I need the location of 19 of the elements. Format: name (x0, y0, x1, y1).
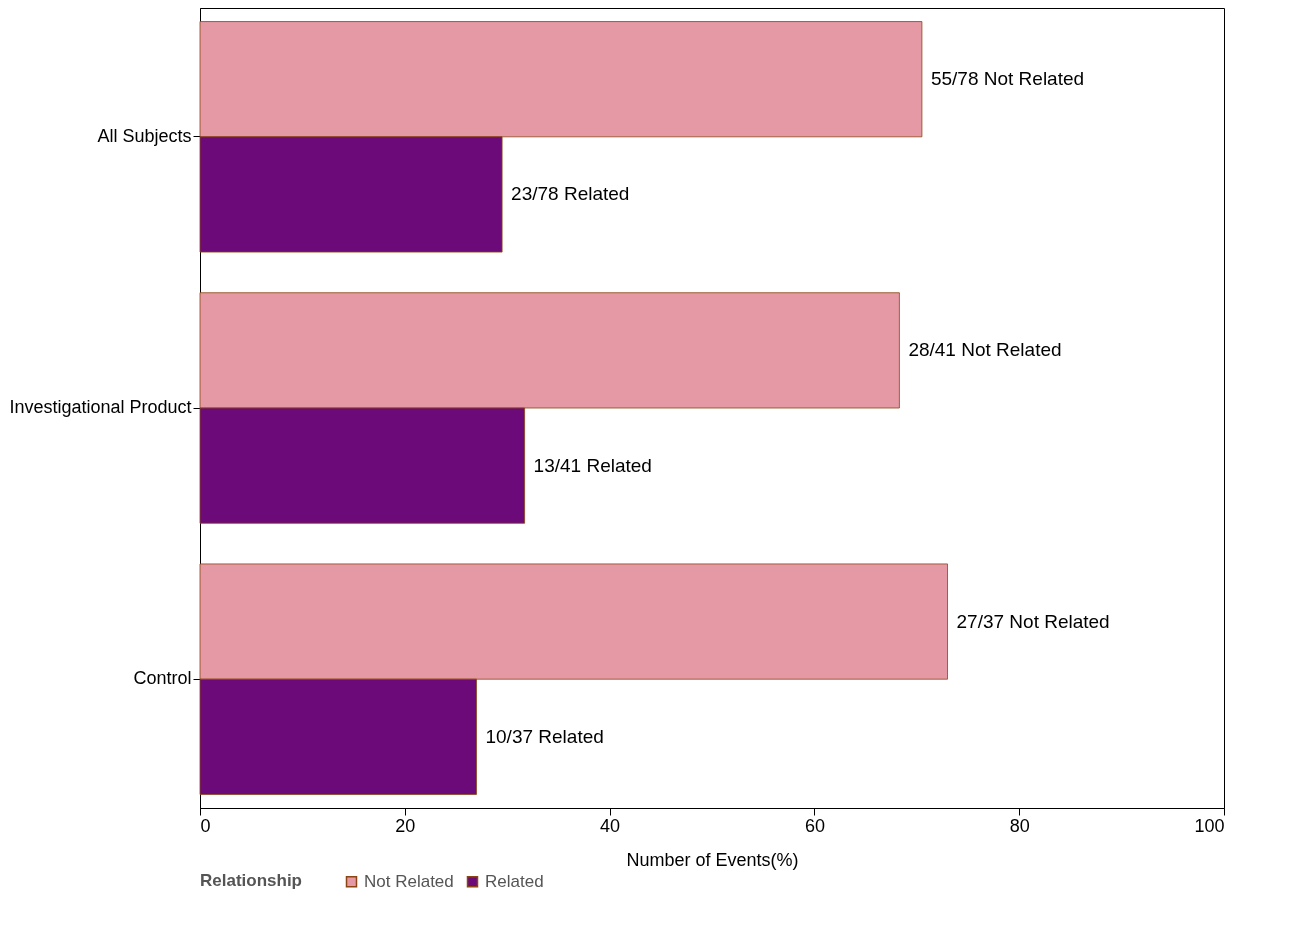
legend-label: Related (485, 871, 544, 891)
x-tick-label: 0 (200, 815, 211, 836)
x-tick-label: 40 (600, 815, 621, 836)
x-tick-label: 100 (1194, 815, 1225, 836)
y-tick-label: All Subjects (97, 125, 192, 146)
x-axis-title: Number of Events(%) (626, 849, 799, 870)
data-label: 13/41 Related (533, 454, 652, 476)
data-label: 55/78 Not Related (930, 68, 1085, 90)
data-label: 10/37 Related (485, 725, 604, 747)
y-tick-label: Investigational Product (9, 397, 192, 417)
legend-label: Not Related (364, 871, 454, 891)
x-tick-label: 60 (804, 815, 825, 836)
x-tick-label: 20 (395, 815, 416, 836)
x-tick-label: 80 (1009, 815, 1030, 836)
legend-title: Relationship (200, 871, 303, 890)
data-label: 27/37 Not Related (956, 610, 1110, 632)
data-label: 23/78 Related (511, 183, 630, 205)
data-label: 28/41 Not Related (908, 339, 1062, 361)
y-tick-label: Control (133, 668, 192, 689)
